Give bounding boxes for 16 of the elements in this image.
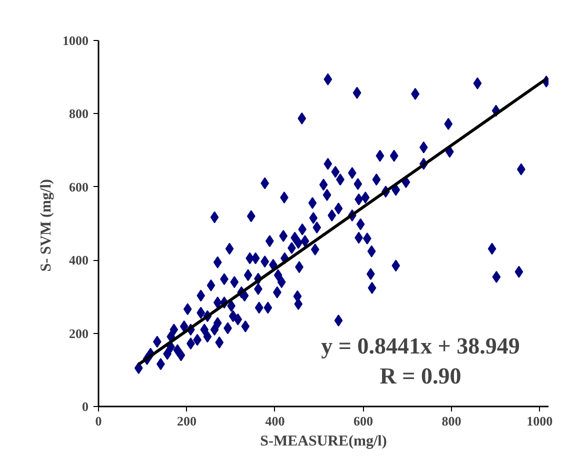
y-tick-label: 600	[69, 179, 88, 194]
y-axis-title: S- SVM (mg/l)	[38, 179, 54, 272]
x-tick-label: 0	[95, 414, 102, 428]
y-tick-label: 0	[82, 399, 88, 414]
y-tick-label: 200	[69, 326, 88, 341]
x-tick-label: 200	[176, 414, 196, 428]
x-tick-label: 1000	[526, 414, 553, 428]
annotation: y = 0.8441x + 38.949	[321, 334, 520, 358]
x-axis-title: S-MEASURE(mg/l)	[260, 434, 387, 450]
annotation: R = 0.90	[380, 364, 462, 388]
y-tick-label: 400	[69, 252, 88, 268]
x-tick-label: 800	[442, 414, 462, 428]
y-tick-label: 1000	[62, 33, 88, 48]
x-tick-label: 400	[265, 414, 285, 428]
y-tick-label: 800	[69, 106, 88, 122]
x-tick-label: 600	[353, 414, 373, 428]
